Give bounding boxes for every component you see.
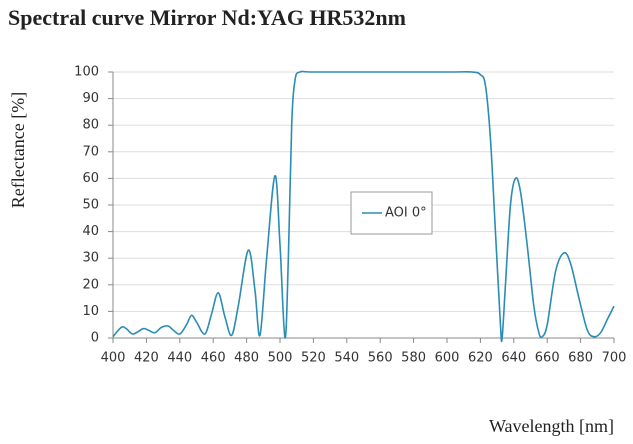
y-tick-label: 20 — [82, 277, 99, 292]
x-tick-label: 700 — [602, 351, 627, 366]
x-tick-label: 560 — [368, 351, 393, 366]
data-line — [112, 70, 615, 343]
x-tick-label: 580 — [401, 351, 426, 366]
y-tick-label: 90 — [82, 91, 99, 106]
y-tick-label: 30 — [82, 251, 99, 266]
x-tick-label: 540 — [334, 351, 359, 366]
y-tick-label: 0 — [91, 331, 99, 346]
x-tick-label: 420 — [134, 351, 159, 366]
y-tick-label: 100 — [74, 65, 99, 80]
y-tick-label: 80 — [82, 118, 99, 133]
x-tick-label: 660 — [535, 351, 560, 366]
x-axis-label: Wavelength [nm] — [489, 416, 614, 436]
legend-box — [350, 191, 433, 235]
x-tick-label: 640 — [501, 351, 526, 366]
x-tick-label: 400 — [101, 351, 126, 366]
y-tick-label: 50 — [82, 198, 99, 213]
x-tick-label: 620 — [468, 351, 493, 366]
x-tick-label: 480 — [234, 351, 259, 366]
legend-label: AOI 0° — [385, 206, 427, 221]
x-tick-label: 680 — [568, 351, 593, 366]
y-tick-label: 40 — [82, 224, 99, 239]
y-tick-label: 70 — [82, 144, 99, 159]
chart-title: Spectral curve Mirror Nd:YAG HR532nm — [8, 5, 406, 30]
y-tick-label: 10 — [82, 304, 99, 319]
x-tick-label: 500 — [268, 351, 293, 366]
y-axis-label: Reflectance [%] — [8, 92, 28, 208]
x-tick-label: 600 — [435, 351, 460, 366]
x-tick-label: 440 — [167, 351, 192, 366]
y-tick-label: 60 — [82, 171, 99, 186]
x-tick-label: 520 — [301, 351, 326, 366]
x-tick-label: 460 — [201, 351, 226, 366]
